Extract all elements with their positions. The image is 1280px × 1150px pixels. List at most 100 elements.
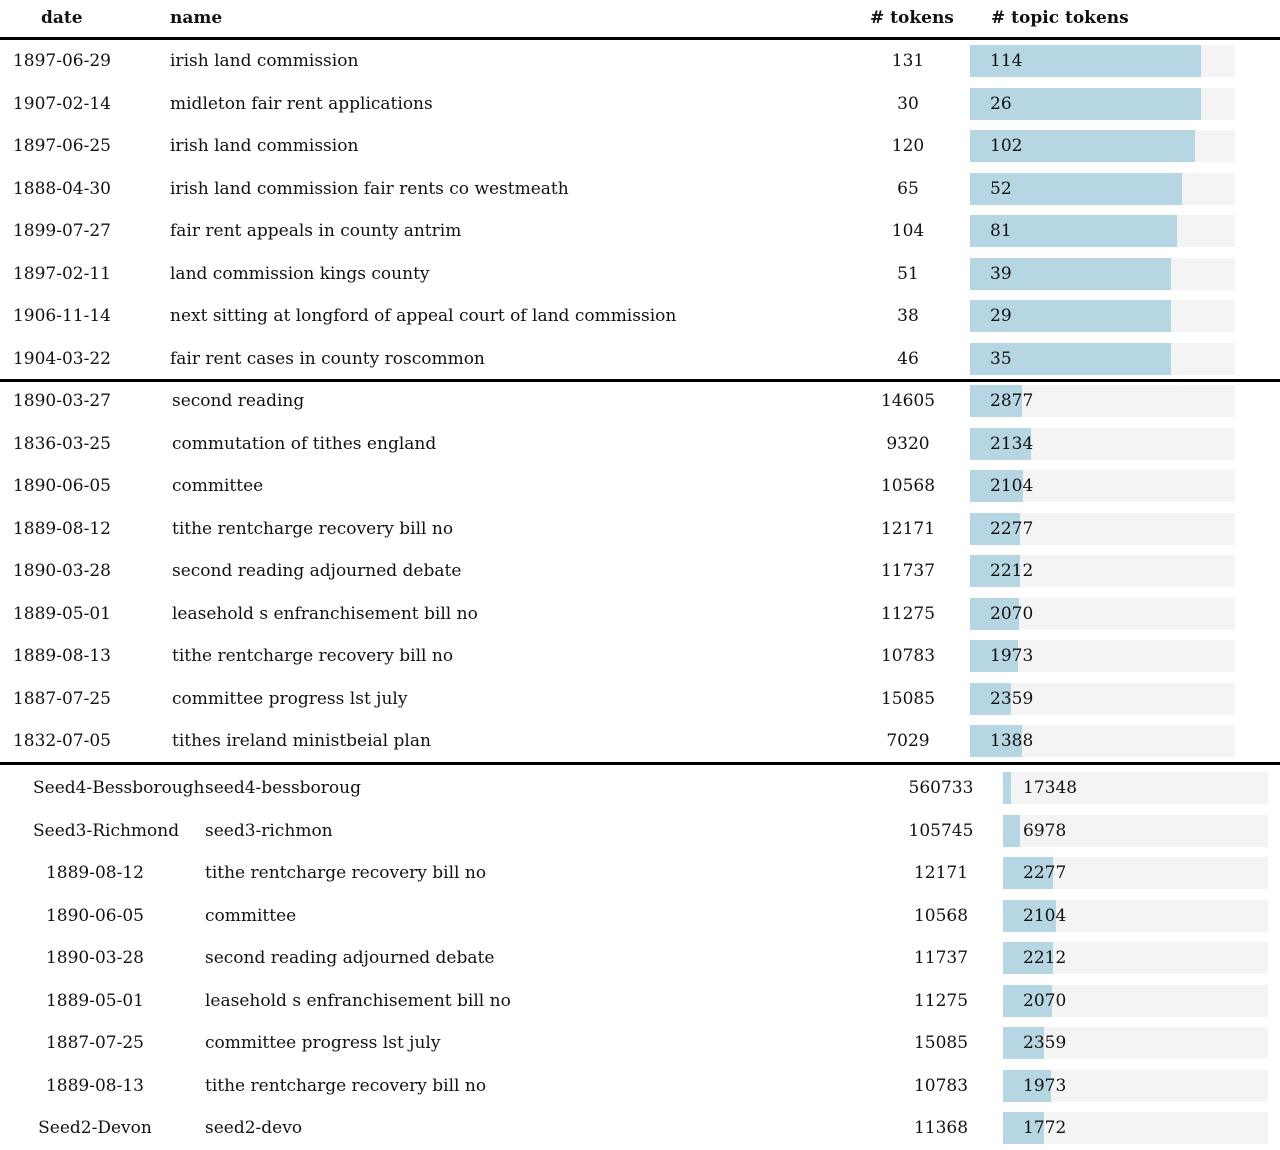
table-row[interactable]: 1890-03-28 second reading adjourned debat… [0, 550, 1280, 593]
topic-token-bar-fill [1003, 857, 1053, 890]
row-tokens: 11275 [913, 990, 969, 1011]
header-name[interactable]: name [170, 8, 223, 28]
table-row[interactable]: 1889-08-12 tithe rentcharge recovery bill… [0, 508, 1280, 551]
topic-token-bar: 6978 [1003, 814, 1268, 847]
row-date: 1897-06-29 [12, 51, 111, 72]
row-tokens: 11368 [913, 1118, 969, 1139]
table-row[interactable]: 1890-06-05 committee 10568 2104 [0, 895, 1280, 938]
row-topic-tokens: 2212 [990, 561, 1034, 582]
table-row[interactable]: 1897-06-29 irish land commission 131 114 [0, 40, 1280, 83]
row-topic-tokens: 39 [990, 263, 1012, 284]
table-row[interactable]: 1889-05-01 leasehold s enfranchisement bi… [0, 980, 1280, 1023]
row-topic-tokens: 2070 [1023, 990, 1067, 1011]
row-topic-tokens: 2212 [1023, 948, 1067, 969]
table-row[interactable]: Seed2-Devon seed2-devo 11368 1772 [0, 1107, 1280, 1150]
topic-token-bar-fill [970, 342, 1172, 375]
table-row[interactable]: 1832-07-05 tithes ireland ministbeial pla… [0, 720, 1280, 763]
table-row[interactable]: 1904-03-22 fair rent cases in county rosc… [0, 338, 1280, 381]
topic-token-bar-fill [970, 385, 1023, 418]
header-date[interactable]: date [41, 8, 83, 28]
row-name: commutation of tithes england [172, 433, 437, 454]
row-tokens: 131 [891, 51, 925, 72]
table-row[interactable]: 1836-03-25 commutation of tithes england 9… [0, 423, 1280, 466]
header-topic-tokens[interactable]: # topic tokens [991, 8, 1129, 28]
table-row[interactable]: Seed3-Richmond seed3-richmon 105745 6978 [0, 810, 1280, 853]
row-date: Seed3-Richmond [33, 820, 180, 841]
topic-token-bar-fill [970, 512, 1020, 545]
topic-token-bar-fill [1003, 899, 1056, 932]
row-tokens: 12171 [880, 518, 936, 539]
row-name: committee [172, 476, 264, 497]
table-row[interactable]: 1906-11-14 next sitting at longford of ap… [0, 295, 1280, 338]
topic-token-bar: 1973 [970, 640, 1235, 673]
topic-token-bar: 114 [970, 45, 1235, 78]
row-name: tithes ireland ministbeial plan [172, 731, 431, 752]
header-tokens[interactable]: # tokens [870, 8, 954, 28]
table-row[interactable]: 1897-06-25 irish land commission 120 102 [0, 125, 1280, 168]
row-date: 1889-08-13 [12, 646, 111, 667]
row-date: 1904-03-22 [12, 348, 111, 369]
topic-token-bar-fill [1003, 1027, 1045, 1060]
table-row[interactable]: 1890-06-05 committee 10568 2104 [0, 465, 1280, 508]
row-topic-tokens: 2104 [990, 476, 1034, 497]
row-name: irish land commission fair rents co west… [170, 178, 569, 199]
row-date: 1897-02-11 [12, 263, 111, 284]
table-row[interactable]: 1889-08-12 tithe rentcharge recovery bill… [0, 852, 1280, 895]
row-topic-tokens: 29 [990, 306, 1012, 327]
table-row[interactable]: 1899-07-27 fair rent appeals in county an… [0, 210, 1280, 253]
row-tokens: 7029 [886, 731, 930, 752]
row-tokens: 10783 [880, 646, 936, 667]
table-row[interactable]: 1888-04-30 irish land commission fair ren… [0, 168, 1280, 211]
row-date: 1889-05-01 [12, 603, 111, 624]
row-date: 1889-08-12 [45, 863, 144, 884]
topic-token-bar: 2277 [970, 512, 1235, 545]
row-tokens: 15085 [913, 1033, 969, 1054]
table-row[interactable]: 1907-02-14 midleton fair rent application… [0, 83, 1280, 126]
row-date: 1889-05-01 [45, 990, 144, 1011]
row-topic-tokens: 26 [990, 93, 1012, 114]
topic-token-bar: 35 [970, 342, 1235, 375]
table-row[interactable]: 1890-03-27 second reading 14605 2877 [0, 380, 1280, 423]
table-row[interactable]: 1887-07-25 committee progress lst july 150… [0, 678, 1280, 721]
topic-token-bar-fill [1003, 1069, 1052, 1102]
topic-token-bar-fill [970, 172, 1182, 205]
topic-token-bar-fill [970, 300, 1172, 333]
row-date: 1887-07-25 [12, 688, 111, 709]
row-topic-tokens: 2359 [990, 688, 1034, 709]
row-name: seed3-richmon [205, 820, 333, 841]
row-topic-tokens: 2277 [1023, 863, 1067, 884]
topic-token-bar-fill [970, 640, 1019, 673]
row-date: 1906-11-14 [12, 306, 111, 327]
table-row[interactable]: 1889-05-01 leasehold s enfranchisement bi… [0, 593, 1280, 636]
table-row[interactable]: 1889-08-13 tithe rentcharge recovery bill… [0, 635, 1280, 678]
topic-token-bar-fill [1003, 1112, 1045, 1145]
row-name: midleton fair rent applications [170, 93, 433, 114]
row-tokens: 10783 [913, 1075, 969, 1096]
row-tokens: 560733 [908, 778, 974, 799]
row-date: 1836-03-25 [12, 433, 111, 454]
table-row[interactable]: 1897-02-11 land commission kings county 51… [0, 253, 1280, 296]
row-name: second reading adjourned debate [172, 561, 462, 582]
topic-token-bar-fill [970, 215, 1177, 248]
table-row[interactable]: Seed4-Bessborough seed4-bessboroug 560733 1… [0, 767, 1280, 810]
topic-token-bar-fill [970, 45, 1201, 78]
row-date: 1899-07-27 [12, 221, 111, 242]
topic-token-bar: 29 [970, 300, 1235, 333]
row-date: 1887-07-25 [45, 1033, 144, 1054]
table-row[interactable]: 1890-03-28 second reading adjourned debat… [0, 937, 1280, 980]
row-topic-tokens: 2877 [990, 391, 1034, 412]
row-topic-tokens: 2277 [990, 518, 1034, 539]
row-name: tithe rentcharge recovery bill no [205, 863, 487, 884]
topic-token-bar: 39 [970, 257, 1235, 290]
topic-token-bar-fill [970, 597, 1019, 630]
row-name: tithe rentcharge recovery bill no [172, 518, 454, 539]
row-name: irish land commission [170, 51, 359, 72]
row-date: 1889-08-12 [12, 518, 111, 539]
topic-token-bar: 2104 [970, 470, 1235, 503]
topic-token-bar: 1973 [1003, 1069, 1268, 1102]
topic-token-bar: 2277 [1003, 857, 1268, 890]
row-name: fair rent appeals in county antrim [170, 221, 462, 242]
table-row[interactable]: 1889-08-13 tithe rentcharge recovery bill… [0, 1065, 1280, 1108]
table-row[interactable]: 1887-07-25 committee progress lst july 150… [0, 1022, 1280, 1065]
row-date: Seed4-Bessborough [33, 778, 205, 799]
